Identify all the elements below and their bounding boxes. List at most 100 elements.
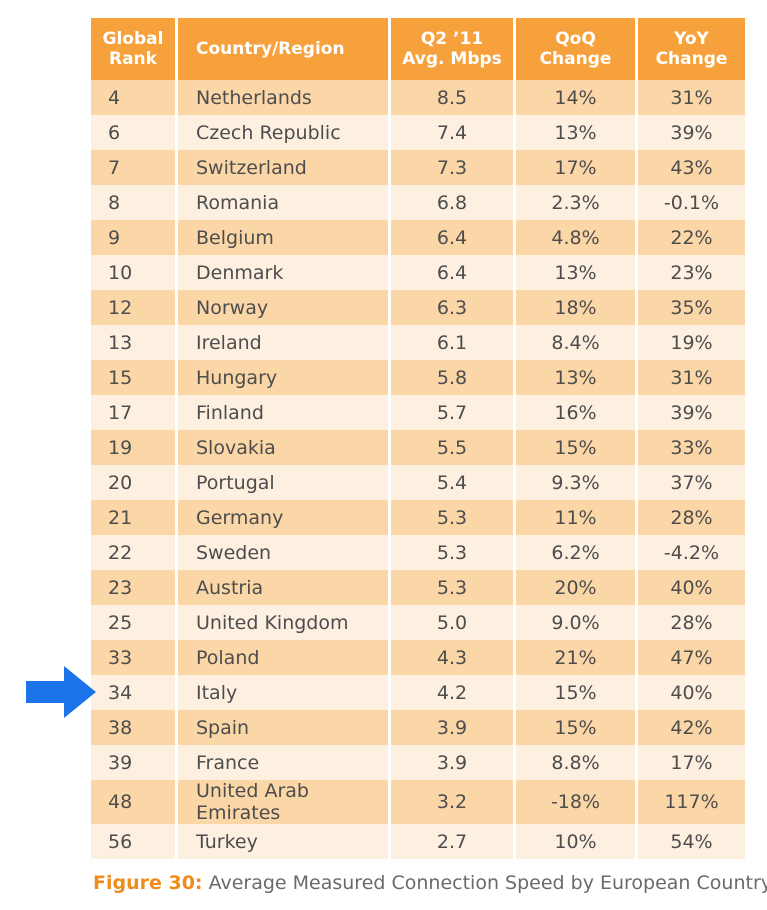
rank-cell: 6 [91,115,178,150]
rank-cell: 17 [91,395,178,430]
table-row: 39 France 3.9 8.8% 17% [91,745,745,780]
table-row: 48 United Arab Emirates 3.2 -18% 117% [91,780,745,824]
table-row: 38 Spain 3.9 15% 42% [91,710,745,745]
country-cell: Romania [178,185,391,220]
header-qoq-line1: QoQ [555,29,596,49]
yoy-change-cell: 28% [638,500,745,535]
rank-cell: 56 [91,824,178,859]
table-row: 34 Italy 4.2 15% 40% [91,675,745,710]
rank-cell: 12 [91,290,178,325]
yoy-change-cell: 33% [638,430,745,465]
header-qoq-change: QoQ Change [516,18,638,80]
country-cell: Turkey [178,824,391,859]
table-row: 33 Poland 4.3 21% 47% [91,640,745,675]
yoy-change-cell: 39% [638,115,745,150]
qoq-change-cell: 2.3% [516,185,638,220]
avg-mbps-cell: 6.1 [391,325,516,360]
yoy-change-cell: 23% [638,255,745,290]
qoq-change-cell: 15% [516,675,638,710]
rank-cell: 21 [91,500,178,535]
country-cell: Belgium [178,220,391,255]
qoq-change-cell: 11% [516,500,638,535]
header-country: Country/Region [178,18,391,80]
qoq-change-cell: 21% [516,640,638,675]
rank-cell: 39 [91,745,178,780]
yoy-change-cell: 40% [638,675,745,710]
qoq-change-cell: 13% [516,360,638,395]
avg-mbps-cell: 5.3 [391,535,516,570]
avg-mbps-cell: 5.3 [391,500,516,535]
qoq-change-cell: 4.8% [516,220,638,255]
header-avg-mbps: Q2 ’11 Avg. Mbps [391,18,516,80]
qoq-change-cell: 15% [516,430,638,465]
avg-mbps-cell: 3.9 [391,710,516,745]
country-cell: Ireland [178,325,391,360]
qoq-change-cell: 9.0% [516,605,638,640]
header-yoy-change: YoY Change [638,18,745,80]
country-cell: Finland [178,395,391,430]
speed-table: Global Rank Country/Region Q2 ’11 Avg. M… [91,18,745,859]
country-cell: Netherlands [178,80,391,115]
country-cell: France [178,745,391,780]
header-global-rank-line1: Global [102,29,164,49]
qoq-change-cell: 15% [516,710,638,745]
country-cell: Italy [178,675,391,710]
table-row: 7 Switzerland 7.3 17% 43% [91,150,745,185]
yoy-change-cell: 54% [638,824,745,859]
country-cell: Poland [178,640,391,675]
qoq-change-cell: 10% [516,824,638,859]
avg-mbps-cell: 5.4 [391,465,516,500]
avg-mbps-cell: 3.9 [391,745,516,780]
yoy-change-cell: 42% [638,710,745,745]
yoy-change-cell: 17% [638,745,745,780]
figure-caption: Figure 30: Average Measured Connection S… [93,872,767,894]
rank-cell: 10 [91,255,178,290]
avg-mbps-cell: 6.3 [391,290,516,325]
country-cell: Czech Republic [178,115,391,150]
avg-mbps-cell: 7.3 [391,150,516,185]
yoy-change-cell: 43% [638,150,745,185]
avg-mbps-cell: 5.3 [391,570,516,605]
avg-mbps-cell: 4.2 [391,675,516,710]
yoy-change-cell: 22% [638,220,745,255]
rank-cell: 4 [91,80,178,115]
avg-mbps-cell: 5.0 [391,605,516,640]
header-global-rank-line2: Rank [109,49,157,69]
yoy-change-cell: -4.2% [638,535,745,570]
country-cell: Austria [178,570,391,605]
rank-cell: 19 [91,430,178,465]
avg-mbps-cell: 6.4 [391,220,516,255]
qoq-change-cell: 17% [516,150,638,185]
qoq-change-cell: -18% [516,780,638,824]
header-qoq-line2: Change [539,49,612,69]
avg-mbps-cell: 6.8 [391,185,516,220]
country-cell: Slovakia [178,430,391,465]
rank-cell: 38 [91,710,178,745]
table-row: 4 Netherlands 8.5 14% 31% [91,80,745,115]
rank-cell: 33 [91,640,178,675]
table-row: 12 Norway 6.3 18% 35% [91,290,745,325]
yoy-change-cell: 28% [638,605,745,640]
avg-mbps-cell: 7.4 [391,115,516,150]
country-cell: Germany [178,500,391,535]
qoq-change-cell: 14% [516,80,638,115]
qoq-change-cell: 6.2% [516,535,638,570]
yoy-change-cell: 35% [638,290,745,325]
yoy-change-cell: 31% [638,360,745,395]
table-row: 19 Slovakia 5.5 15% 33% [91,430,745,465]
qoq-change-cell: 8.4% [516,325,638,360]
yoy-change-cell: 117% [638,780,745,824]
table-row: 22 Sweden 5.3 6.2% -4.2% [91,535,745,570]
yoy-change-cell: 40% [638,570,745,605]
table-row: 10 Denmark 6.4 13% 23% [91,255,745,290]
yoy-change-cell: 47% [638,640,745,675]
country-cell: United Kingdom [178,605,391,640]
qoq-change-cell: 18% [516,290,638,325]
avg-mbps-cell: 5.7 [391,395,516,430]
rank-cell: 7 [91,150,178,185]
rank-cell: 13 [91,325,178,360]
qoq-change-cell: 13% [516,255,638,290]
table-row: 9 Belgium 6.4 4.8% 22% [91,220,745,255]
avg-mbps-cell: 8.5 [391,80,516,115]
rank-cell: 34 [91,675,178,710]
